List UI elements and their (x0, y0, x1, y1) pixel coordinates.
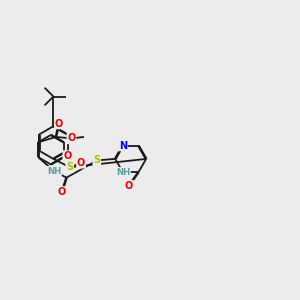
Text: S: S (66, 162, 73, 172)
Text: O: O (77, 158, 85, 168)
Text: S: S (93, 155, 100, 165)
Text: O: O (67, 134, 76, 143)
Text: O: O (125, 181, 133, 191)
Text: O: O (55, 118, 63, 128)
Text: NH: NH (47, 167, 61, 176)
Text: N: N (119, 140, 127, 151)
Text: NH: NH (116, 168, 130, 177)
Text: O: O (63, 151, 71, 161)
Text: O: O (58, 187, 66, 197)
